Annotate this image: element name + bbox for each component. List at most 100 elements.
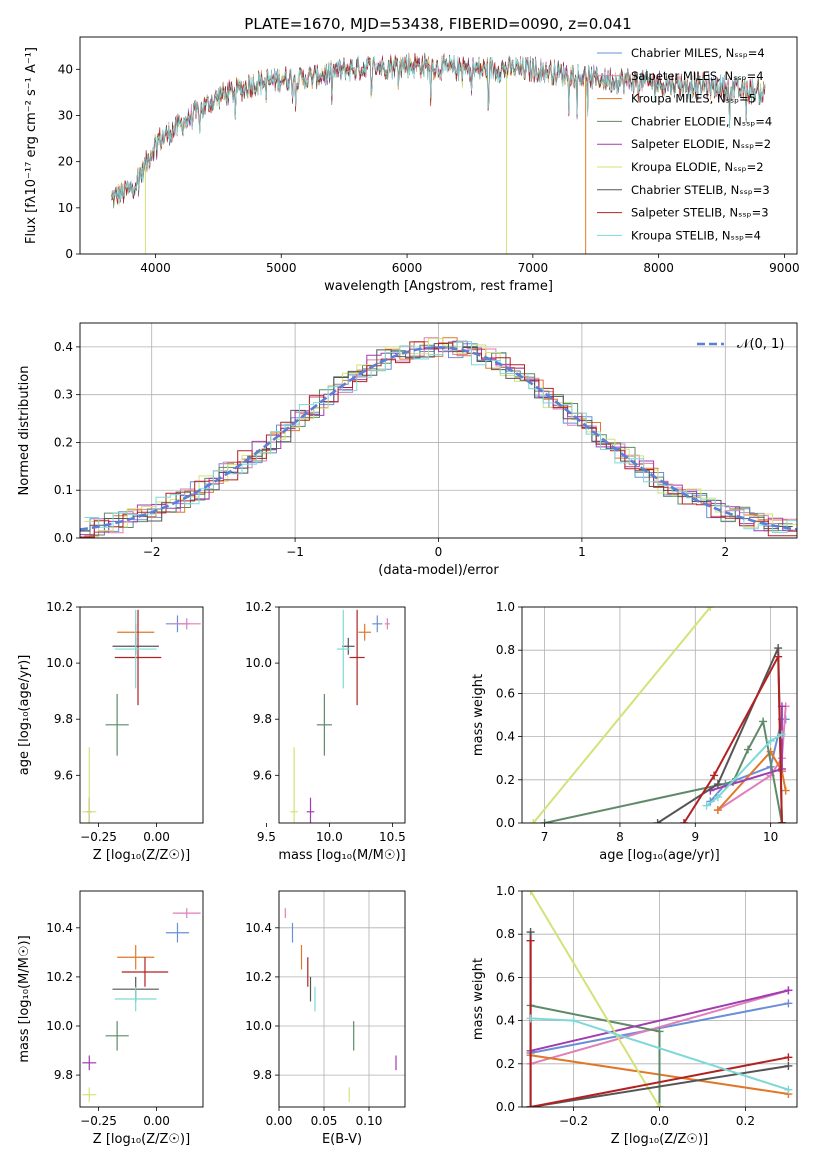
- mass_vs_ebv-ytick-label: 10.2: [245, 970, 272, 984]
- weight_vs_Z-ytick-label: 0.6: [496, 970, 515, 984]
- weight_vs_Z-point-marker: [526, 928, 535, 937]
- weight_vs_Z-ytick-label: 0.8: [496, 927, 515, 941]
- age_vs_Z-xlabel: Z [log₁₀(Z/Z☉)]: [93, 848, 190, 863]
- residual-histogram-step: [80, 343, 793, 532]
- residuals-xtick-label: 2: [721, 545, 729, 559]
- age_vs_mass-ytick-label: 10.0: [245, 656, 272, 670]
- weight_vs_Z-xtick-label: 0.0: [650, 1114, 669, 1128]
- weight_vs_age-ytick-label: 1.0: [496, 600, 515, 614]
- weight_vs_age-point-marker: [774, 644, 783, 653]
- spectrum-plot-area: [111, 52, 766, 254]
- weight_vs_age-point-marker: [679, 819, 688, 823]
- weight_vs_age-plot-area: [529, 607, 790, 823]
- residuals-ytick-label: 0.3: [54, 388, 73, 402]
- spectrum-xtick-label: 4000: [140, 261, 171, 275]
- weight_vs_Z-point-marker: [655, 1103, 664, 1107]
- weight_vs_age-point-marker: [713, 793, 722, 802]
- weight_vs_Z-point-marker: [526, 1014, 535, 1023]
- age_vs_Z-axes-frame: [79, 606, 204, 824]
- weight_vs_age-point-marker: [777, 819, 786, 823]
- age_vs_mass-plot-area: [290, 609, 390, 823]
- spectrum-legend-label: Salpeter STELIB, Nₛₛₚ=3: [631, 206, 769, 220]
- mass_vs_ebv-ytick-label: 9.8: [253, 1068, 272, 1082]
- weight_vs_age-series-line: [705, 733, 783, 807]
- residual-histogram-step: [80, 341, 797, 538]
- spectrum-xtick-label: 6000: [392, 261, 423, 275]
- weight_vs_age-point-marker: [529, 819, 538, 823]
- weight_vs_Z-point-marker: [655, 1027, 664, 1036]
- mass_vs_ebv-xtick-label: 0.05: [311, 1114, 338, 1128]
- weight_vs_Z-ytick-label: 0.2: [496, 1057, 515, 1071]
- age_vs_mass-ytick-label: 10.2: [245, 600, 272, 614]
- weight_vs_age-panel: 7 8 9 10 0.0 0.2 0.4 0.6 0.8 1.0 age [log₁₀(age/yr…: [471, 600, 798, 863]
- weight_vs_age-xtick-label: 9: [691, 830, 699, 844]
- weight_vs_Z-point-marker: [784, 986, 793, 995]
- weight_vs_age-point-marker: [766, 736, 775, 745]
- spectrum-legend-label: Salpeter ELODIE, Nₛₛₚ=2: [631, 137, 771, 151]
- weight_vs_age-xtick-label: 10: [763, 830, 778, 844]
- age_vs_mass-panel: 9.5 10.0 10.5 9.6 9.8 10.0 10.2 mass [log₁₀(M/M…: [245, 600, 405, 863]
- weight_vs_age-ytick-label: 0.0: [496, 816, 515, 830]
- weight_vs_Z-series-line: [529, 940, 789, 1107]
- spectrum-axes-frame: [79, 36, 798, 255]
- figure-title: PLATE=1670, MJD=53438, FIBERID=0090, z=0…: [244, 15, 631, 33]
- age_vs_Z-ytick-label: 9.6: [54, 768, 73, 782]
- mass_vs_Z-panel: −0.25 0.00 9.8 10.0 10.2 10.4 Z [log₁₀(Z/Z☉)] m…: [17, 890, 204, 1147]
- age_vs_mass-xtick-label: 9.5: [257, 830, 276, 844]
- spectrum-legend-label: Chabrier STELIB, Nₛₛₚ=3: [631, 183, 770, 197]
- weight_vs_age-point-marker: [744, 745, 753, 754]
- weight_vs_age-point-marker: [759, 717, 768, 726]
- spectrum-xtick-label: 5000: [266, 261, 297, 275]
- age_vs_mass-ytick-label: 9.8: [253, 712, 272, 726]
- spectrum-xtick-label: 9000: [769, 261, 800, 275]
- weight_vs_Z-ylabel: mass weight: [471, 958, 486, 1040]
- spectrum-legend-label: Salpeter MILES, Nₛₛₚ=4: [631, 69, 764, 83]
- mass_vs_Z-xtick-label: 0.00: [143, 1114, 170, 1128]
- mass_vs_ebv-xlabel: E(B-V): [322, 1132, 362, 1147]
- weight_vs_Z-point-marker: [784, 1061, 793, 1070]
- weight_vs_age-ylabel: mass weight: [471, 674, 486, 756]
- residuals-ytick-label: 0.4: [54, 340, 73, 354]
- age_vs_mass-xtick-label: 10.0: [316, 830, 343, 844]
- residuals-legend-label: 𝒩(0, 1): [737, 337, 784, 352]
- residuals-ytick-label: 0.0: [54, 531, 73, 545]
- weight_vs_age-ytick-label: 0.8: [496, 643, 515, 657]
- mass_vs_ebv-axes-frame: [278, 890, 406, 1108]
- spectrum-legend-label: Kroupa STELIB, Nₛₛₚ=4: [631, 228, 761, 242]
- spectrum-xlabel: wavelength [Angstrom, rest frame]: [324, 279, 553, 294]
- mass_vs_ebv-xtick-label: 0.10: [356, 1114, 383, 1128]
- weight_vs_age-ytick-label: 0.4: [496, 730, 515, 744]
- weight_vs_age-point-marker: [706, 607, 715, 611]
- spectrum-xtick-label: 8000: [643, 261, 674, 275]
- age_vs_Z-ytick-label: 10.2: [46, 600, 73, 614]
- mass_vs_ebv-ytick-label: 10.4: [245, 921, 272, 935]
- weight_vs_Z-ytick-label: 0.4: [496, 1014, 515, 1028]
- residuals-plot-area: [80, 337, 797, 538]
- weight_vs_age-series-line: [717, 706, 787, 811]
- weight_vs_Z-panel: −0.2 0.0 0.2 0.0 0.2 0.4 0.6 0.8 1.0 Z [log₁₀(Z/Z…: [471, 884, 798, 1147]
- age_vs_Z-xtick-label: −0.25: [80, 830, 117, 844]
- weight_vs_age-point-marker: [702, 801, 711, 810]
- mass_vs_Z-ytick-label: 10.0: [46, 1019, 73, 1033]
- weight_vs_age-series-line: [532, 607, 712, 823]
- mass_vs_Z-ytick-label: 9.8: [54, 1068, 73, 1082]
- weight_vs_Z-point-marker: [784, 1085, 793, 1094]
- spectrum-ytick-label: 0: [65, 247, 73, 261]
- weight_vs_Z-xtick-label: −0.2: [559, 1114, 588, 1128]
- mass_vs_Z-ytick-label: 10.4: [46, 921, 73, 935]
- weight_vs_Z-xlabel: Z [log₁₀(Z/Z☉)]: [611, 1132, 708, 1147]
- age_vs_mass-ytick-label: 9.6: [253, 768, 272, 782]
- age_vs_Z-ylabel: age [log₁₀(age/yr)]: [17, 655, 32, 776]
- spectrum-legend-label: Chabrier MILES, Nₛₛₚ=4: [631, 46, 765, 60]
- spectrum-ytick-label: 10: [58, 201, 73, 215]
- mass_vs_Z-xtick-label: −0.25: [80, 1114, 117, 1128]
- residuals-ylabel: Normed distribution: [17, 366, 32, 496]
- weight_vs_age-xtick-label: 7: [541, 830, 549, 844]
- residuals-xtick-label: −1: [286, 545, 304, 559]
- weight_vs_Z-point-marker: [526, 936, 535, 945]
- weight_vs_age-point-marker: [540, 819, 549, 823]
- age_vs_Z-ytick-label: 10.0: [46, 656, 73, 670]
- weight_vs_Z-ytick-label: 0.0: [496, 1100, 515, 1114]
- weight_vs_age-point-marker: [777, 730, 786, 739]
- weight_vs_Z-axes-frame: [521, 890, 798, 1108]
